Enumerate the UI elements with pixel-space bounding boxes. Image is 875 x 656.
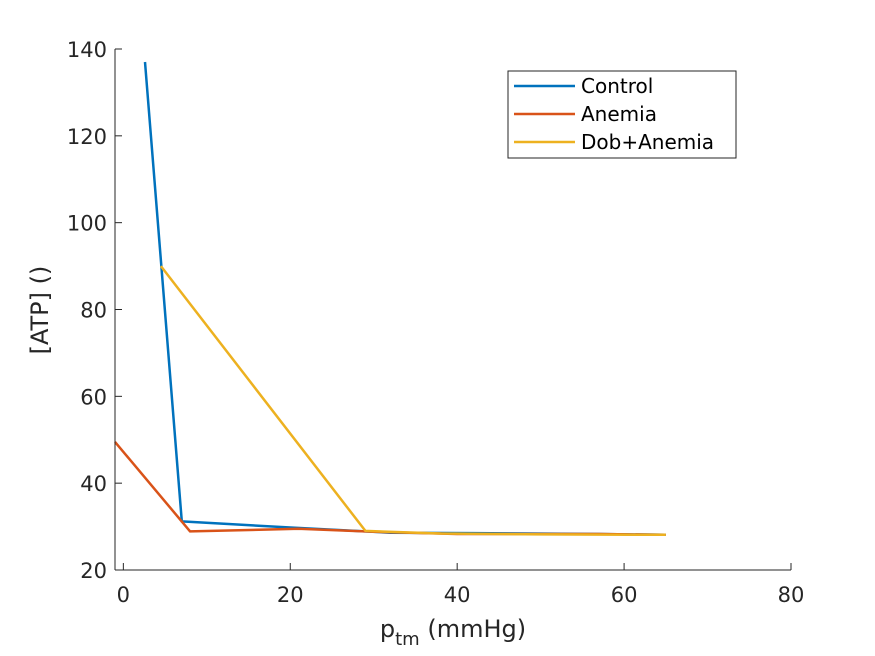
y-tick-label: 40 xyxy=(80,472,107,496)
series-line-anemia xyxy=(114,441,666,537)
y-tick-label: 100 xyxy=(67,212,107,236)
x-axis-label-unit: (mmHg) xyxy=(420,615,526,643)
y-tick-label: 80 xyxy=(80,299,107,323)
legend-label-anemia: Anemia xyxy=(581,102,657,126)
y-axis-label: [ATP] () xyxy=(26,266,54,355)
x-axis-label-main: p xyxy=(380,615,395,643)
y-tick-label: 120 xyxy=(67,125,107,149)
series-line-dob-anemia xyxy=(159,265,666,537)
axes-layer: 0 20 40 60 80 20 40 60 80 100 120 140 xyxy=(67,38,804,607)
y-tick-label: 140 xyxy=(67,38,107,62)
x-tick-label: 60 xyxy=(611,583,638,607)
x-axis-label: ptm (mmHg) xyxy=(380,615,526,650)
y-tick-label: 60 xyxy=(80,385,107,409)
legend-label-dob-anemia: Dob+Anemia xyxy=(581,130,714,154)
y-tick-label: 20 xyxy=(80,559,107,583)
legend-label-control: Control xyxy=(581,74,653,98)
x-tick-label: 20 xyxy=(277,583,304,607)
x-tick-label: 0 xyxy=(117,583,130,607)
x-tick-label: 40 xyxy=(444,583,471,607)
legend: Control Anemia Dob+Anemia xyxy=(507,70,737,159)
series-layer xyxy=(114,61,666,537)
x-axis-label-subscript: tm xyxy=(395,629,420,650)
x-tick-label: 80 xyxy=(778,583,805,607)
